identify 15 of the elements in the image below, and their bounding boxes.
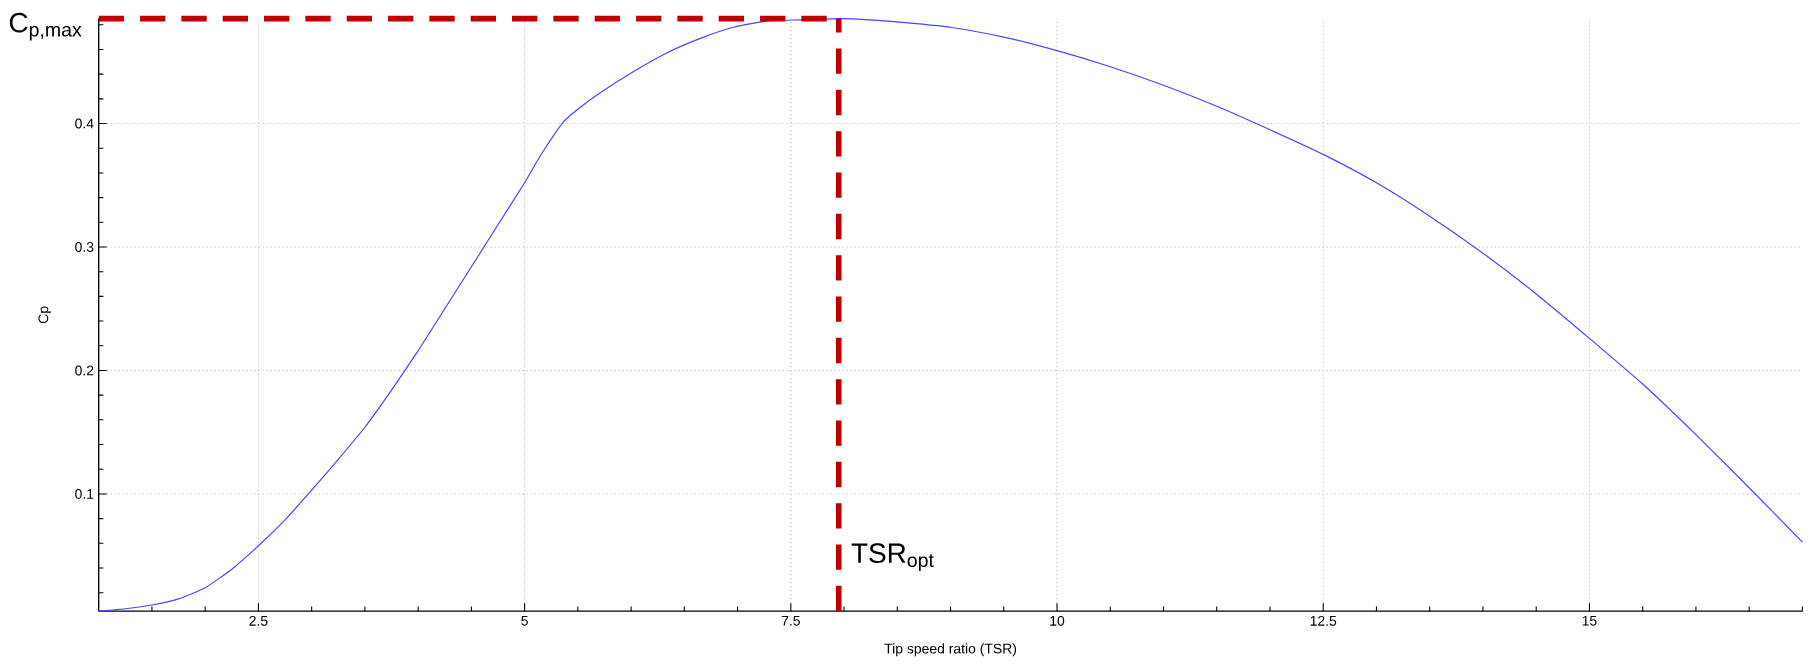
x-tick-label: 15	[1582, 615, 1597, 626]
y-tick-label: 0.4	[75, 118, 94, 129]
line-series	[98, 18, 1803, 612]
x-tick-label: 12.5	[1310, 615, 1337, 626]
x-tick-label: 7.5	[781, 615, 800, 626]
x-axis-title: Tip speed ratio (TSR)	[884, 643, 1017, 657]
x-tick-label: 5	[521, 615, 528, 626]
y-tick-label: 0.2	[75, 365, 94, 376]
y-tick-label: 0.1	[75, 488, 94, 499]
ref-line-label: C$_{p,max}$	[9, 12, 82, 41]
ref-line-label: TSR$_{opt}$	[851, 543, 934, 571]
y-tick-label: 0.3	[75, 242, 94, 252]
y-axis-title: Cp	[38, 306, 52, 324]
x-tick-label: 10	[1050, 615, 1065, 626]
x-tick-label: 2.5	[249, 615, 268, 626]
